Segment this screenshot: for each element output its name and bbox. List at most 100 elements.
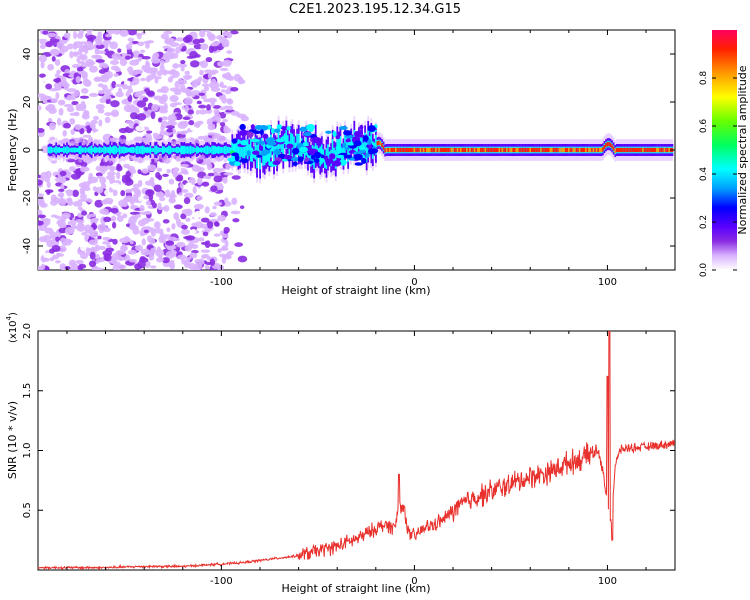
heatmap-cell	[181, 189, 189, 193]
heatmap-cell	[166, 47, 176, 54]
heatmap-cell	[314, 151, 322, 159]
heatmap-cell	[412, 147, 414, 153]
heatmap-cell	[232, 143, 235, 157]
heatmap-cell	[183, 97, 193, 106]
heatmap-cell	[132, 50, 141, 58]
heatmap-cell	[39, 202, 48, 208]
colorbar-tick-label: 0.8	[699, 71, 709, 86]
heatmap-cell	[361, 135, 363, 154]
heatmap-cell	[203, 98, 212, 103]
heatmap-cell	[588, 147, 590, 153]
heatmap-cell	[41, 218, 51, 227]
heatmap-cell	[140, 146, 143, 154]
heatmap-cell	[176, 241, 186, 248]
heatmap-cell	[72, 31, 78, 40]
heatmap-cell	[501, 147, 504, 153]
heatmap-cell	[515, 147, 518, 153]
heatmap-cell	[204, 264, 210, 270]
heatmap-cell	[210, 100, 215, 108]
heatmap-cell	[86, 198, 93, 203]
heatmap-cell	[85, 30, 94, 33]
heatmap-cell	[422, 147, 425, 153]
heatmap-cell	[551, 147, 553, 153]
heatmap-cell	[106, 147, 109, 153]
heatmap-cell	[303, 132, 312, 137]
heatmap-cell	[38, 225, 48, 231]
heatmap-cell	[250, 124, 255, 130]
heatmap-cell	[49, 88, 59, 92]
heatmap-cell	[214, 145, 217, 155]
heatmap-cell	[191, 266, 201, 270]
heatmap-cell	[101, 199, 109, 205]
heatmap-cell	[79, 127, 85, 135]
heatmap-cell	[125, 170, 132, 177]
heatmap-cell	[182, 145, 184, 155]
heatmap-cell	[196, 100, 202, 105]
heatmap-cell	[492, 147, 495, 153]
heatmap-cell	[518, 147, 521, 153]
heatmap-cell	[81, 231, 88, 236]
heatmap-cell	[72, 200, 83, 207]
heatmap-cell	[59, 176, 66, 184]
heatmap-cell	[50, 146, 53, 154]
heatmap-cell	[378, 140, 380, 145]
heatmap-cell	[189, 51, 199, 59]
heatmap-cell	[185, 217, 191, 222]
heatmap-cell	[173, 238, 181, 242]
heatmap-cell	[219, 81, 224, 87]
heatmap-cell	[120, 190, 126, 197]
heatmap-cell	[540, 147, 543, 153]
heatmap-cell	[196, 195, 203, 201]
heatmap-cell	[60, 147, 62, 153]
heatmap-cell	[145, 189, 155, 197]
heatmap-cell	[125, 91, 130, 98]
heatmap-cell	[139, 257, 149, 263]
heatmap-cell	[560, 147, 563, 153]
heatmap-cell	[171, 147, 173, 153]
heatmap-cell	[270, 128, 275, 134]
heatmap-cell	[144, 260, 151, 268]
heatmap-cell	[538, 147, 541, 153]
heatmap-cell	[90, 217, 98, 226]
heatmap-cell	[384, 148, 387, 153]
heatmap-cell	[583, 147, 586, 153]
heatmap-cell	[523, 147, 526, 153]
heatmap-cell	[435, 147, 438, 153]
heatmap-cell	[86, 34, 97, 41]
heatmap-cell	[103, 145, 106, 155]
heatmap-cell	[122, 213, 128, 219]
heatmap-cell	[214, 221, 219, 227]
heatmap-cell	[200, 185, 205, 193]
heatmap-cell	[72, 224, 77, 229]
heatmap-cell	[143, 106, 149, 111]
heatmap-cell	[530, 147, 533, 153]
heatmap-cell	[187, 109, 195, 115]
colorbar-gradient	[712, 30, 737, 270]
heatmap-cell	[91, 266, 101, 270]
spectrogram-heatmap	[38, 30, 674, 270]
heatmap-cell	[184, 76, 191, 81]
heatmap-cell	[152, 52, 160, 59]
heatmap-cell	[167, 114, 177, 122]
heatmap-cell	[163, 234, 171, 238]
heatmap-cell	[614, 148, 617, 154]
heatmap-cell	[49, 231, 57, 238]
heatmap-cell	[544, 147, 547, 153]
heatmap-cell	[139, 231, 146, 237]
heatmap-cell	[239, 129, 248, 136]
heatmap-cell	[282, 135, 285, 160]
heatmap-cell	[116, 215, 124, 223]
heatmap-cell	[38, 214, 46, 219]
heatmap-cell	[142, 226, 153, 232]
heatmap-cell	[535, 147, 538, 153]
snr-ytick-label: 1.5	[22, 383, 33, 399]
heatmap-cell	[211, 116, 220, 121]
heatmap-cell	[557, 147, 560, 153]
heatmap-cell	[234, 161, 241, 167]
heatmap-cell	[157, 117, 163, 123]
heatmap-cell	[45, 83, 53, 90]
heatmap-cell	[365, 142, 368, 163]
heatmap-cell	[139, 204, 145, 212]
heatmap-cell	[180, 79, 188, 85]
heatmap-cell	[151, 57, 161, 64]
